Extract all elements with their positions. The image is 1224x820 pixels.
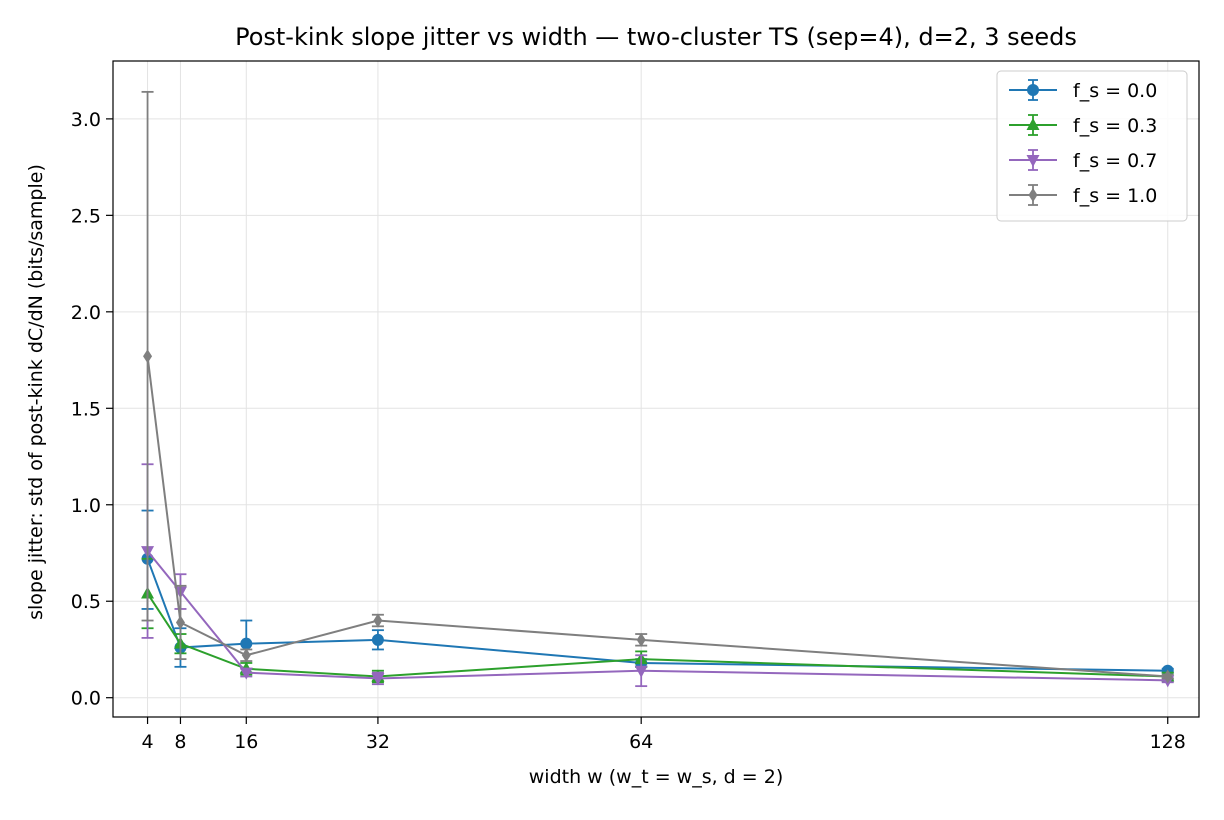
data-point <box>373 613 383 628</box>
data-point <box>1163 669 1173 684</box>
legend-label: f_s = 0.7 <box>1073 150 1157 172</box>
y-tick-label: 1.5 <box>71 398 101 420</box>
y-tick-label: 3.0 <box>71 109 101 131</box>
series-line <box>146 592 1168 678</box>
legend-handle <box>1009 184 1057 206</box>
legend-marker <box>1027 84 1039 96</box>
data-point <box>241 648 251 663</box>
data-point <box>371 673 385 686</box>
legend-handle <box>1009 79 1057 101</box>
data-point <box>634 665 648 678</box>
legend: f_s = 0.0 f_s = 0.3 f_s = 0.7 f_s = 1.0 <box>996 70 1188 222</box>
data-point <box>175 615 185 630</box>
series-0 <box>141 509 1174 677</box>
data-point <box>143 349 153 364</box>
legend-label: f_s = 1.0 <box>1073 185 1157 207</box>
legend-marker <box>1026 118 1040 130</box>
y-tick-label: 0.0 <box>71 688 101 710</box>
series-line <box>146 356 1168 678</box>
x-tick-label: 128 <box>1150 731 1186 753</box>
x-axis-label: width w (w_t = w_s, d = 2) <box>529 766 783 788</box>
legend-marker <box>1026 155 1040 167</box>
y-tick-label: 2.0 <box>71 302 101 324</box>
y-tick-label: 0.5 <box>71 591 101 613</box>
data-point <box>240 637 253 650</box>
legend-frame <box>996 70 1188 222</box>
y-tick-label: 2.5 <box>71 205 101 227</box>
series-3 <box>141 90 1174 684</box>
legend-handle <box>1009 149 1057 171</box>
plot-frame <box>112 60 1200 718</box>
x-tick-label: 64 <box>629 731 653 753</box>
legend-handle <box>1009 114 1057 136</box>
x-tick-label: 16 <box>234 731 258 753</box>
x-tick-label: 8 <box>174 731 186 753</box>
data-series <box>141 90 1175 688</box>
data-point <box>371 633 384 646</box>
legend-label: f_s = 0.0 <box>1073 80 1157 102</box>
chart-title: Post-kink slope jitter vs width — two-cl… <box>235 23 1077 51</box>
x-tick-label: 4 <box>142 731 154 753</box>
series-line <box>146 550 1168 682</box>
legend-marker <box>1028 188 1038 202</box>
data-point <box>636 632 646 647</box>
legend-label: f_s = 0.3 <box>1073 115 1157 137</box>
series-line <box>146 558 1168 672</box>
axis-ticks: 4 8 16 32 64 128 0.0 0.5 1.0 1.5 2.0 2.5 3.0 <box>71 109 1186 753</box>
data-point <box>239 667 253 680</box>
y-tick-label: 1.0 <box>71 495 101 517</box>
x-tick-label: 32 <box>366 731 390 753</box>
y-axis-label: slope jitter: std of post-kink dC/dN (bi… <box>25 164 47 620</box>
series-2 <box>141 463 1175 688</box>
